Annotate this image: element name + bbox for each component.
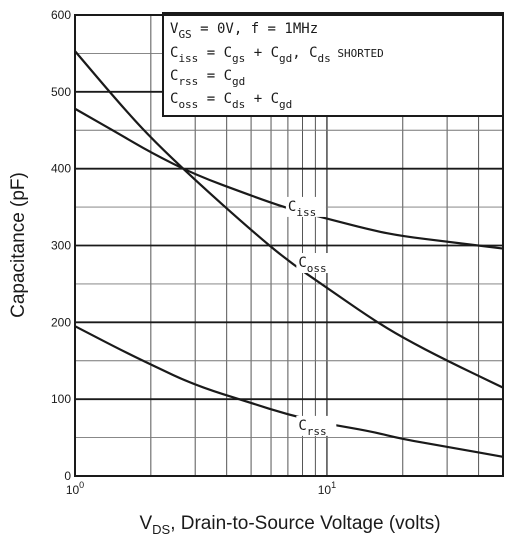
- x-tick-labels: 100 101: [66, 480, 336, 497]
- legend-box: [162, 12, 504, 117]
- series-label-rss: Crss: [298, 418, 326, 438]
- legend-line-2: Ciss = Cgs + Cgd, Cds SHORTED: [170, 45, 384, 65]
- y-tick-label: 300: [51, 239, 71, 253]
- y-tick-labels: 0 100 200 300 400 500 600: [51, 8, 71, 483]
- legend: VGS = 0V, f = 1MHz Ciss = Cgs + Cgd, Cds…: [162, 12, 504, 117]
- y-tick-label: 100: [51, 392, 71, 406]
- series-label-oss: Coss: [298, 255, 326, 275]
- y-tick-label: 400: [51, 162, 71, 176]
- series-label-iss: Ciss: [288, 199, 316, 219]
- x-tick-label: 100: [66, 480, 84, 497]
- y-tick-label: 200: [51, 315, 71, 329]
- series-line-rss: [74, 325, 504, 458]
- legend-line-3: Crss = Cgd: [170, 68, 245, 88]
- y-tick-label: 600: [51, 8, 71, 22]
- legend-line-4: Coss = Cds + Cgd: [170, 91, 292, 111]
- series-label-bg: [296, 415, 337, 436]
- legend-line-1: VGS = 0V, f = 1MHz: [170, 21, 318, 41]
- x-axis-title: VDS, Drain-to-Source Voltage (volts): [139, 513, 440, 537]
- series-label-bg: [285, 196, 326, 217]
- y-tick-label: 0: [64, 469, 71, 483]
- plot-frame: [74, 14, 504, 477]
- x-tick-label: 101: [318, 480, 336, 497]
- y-tick-label: 500: [51, 85, 71, 99]
- series-line-oss: [74, 50, 504, 389]
- series-line-iss: [74, 107, 504, 250]
- plot-border: [74, 14, 504, 477]
- series-label-bg: [296, 253, 337, 274]
- y-axis-title: Capacitance (pF): [8, 172, 29, 318]
- curves: Ciss Coss Crss: [74, 50, 504, 458]
